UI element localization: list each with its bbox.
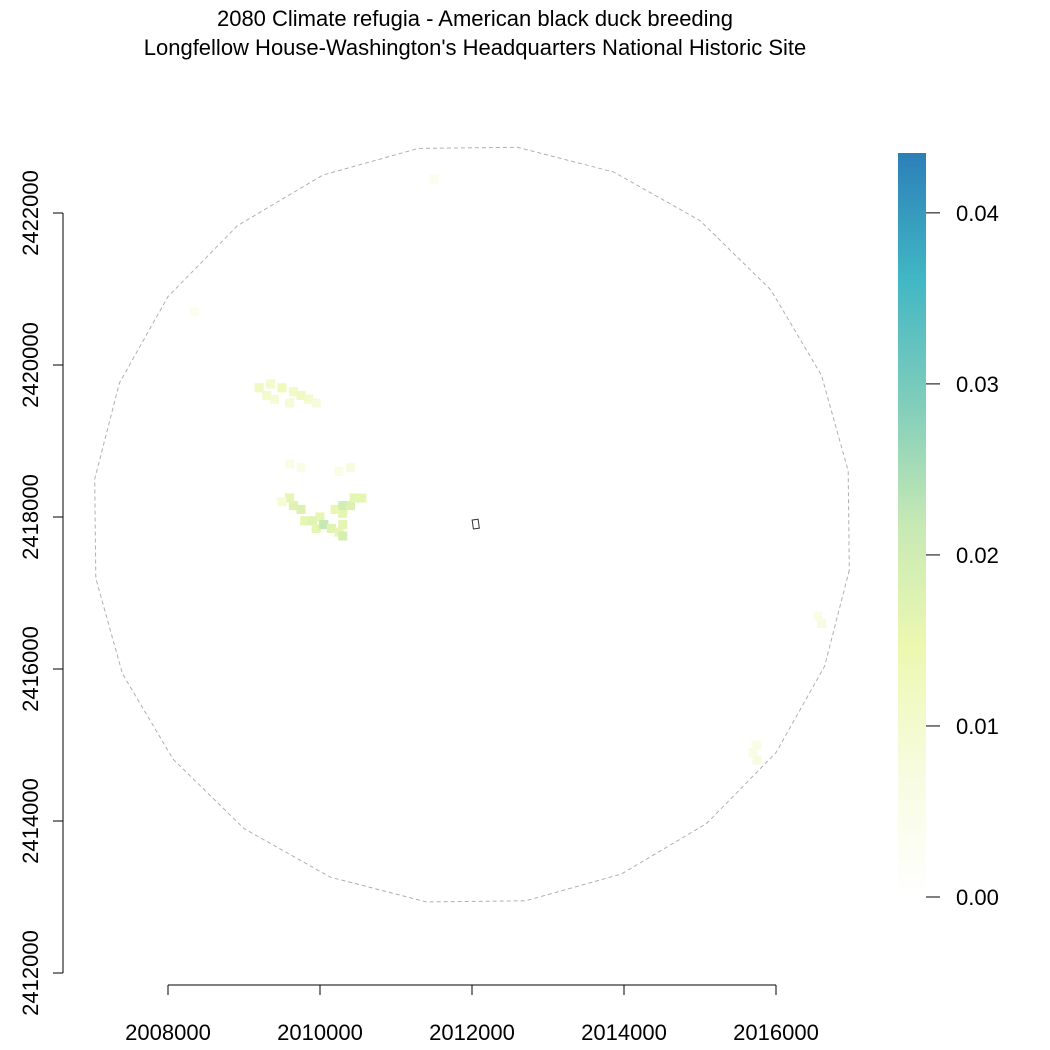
x-tick-label: 2014000 <box>581 1020 667 1045</box>
legend-tick-label: 0.01 <box>956 714 999 739</box>
raster-cell <box>296 390 306 400</box>
raster-cell <box>817 618 827 628</box>
raster-cell <box>262 390 272 400</box>
y-tick-label: 2418000 <box>18 474 43 560</box>
legend-tick-label: 0.00 <box>956 885 999 910</box>
raster-cell <box>311 398 321 408</box>
y-tick-label: 2414000 <box>18 778 43 864</box>
raster-layer <box>190 174 827 765</box>
raster-cell <box>277 497 287 507</box>
raster-cell <box>296 463 306 473</box>
raster-cell <box>752 755 762 765</box>
chart-subtitle: Longfellow House-Washington's Headquarte… <box>143 35 807 60</box>
x-axis: 2008000 2010000 2012000 2014000 2016000 <box>125 984 819 1045</box>
legend-tick-label: 0.03 <box>956 372 999 397</box>
raster-cell <box>429 174 439 184</box>
raster-cell <box>345 501 355 511</box>
chart-title: 2080 Climate refugia - American black du… <box>216 6 734 31</box>
raster-cell <box>752 740 762 750</box>
raster-cell <box>349 493 359 503</box>
raster-cell <box>315 512 325 522</box>
x-tick-label: 2016000 <box>733 1020 819 1045</box>
raster-cell <box>254 383 264 393</box>
raster-cell <box>311 523 321 533</box>
raster-cell <box>285 398 295 408</box>
y-tick-label: 2416000 <box>18 626 43 712</box>
raster-cell <box>357 493 367 503</box>
y-axis: 2412000 2414000 2416000 2418000 2420000 24220… <box>18 170 64 1016</box>
raster-cell <box>813 611 823 621</box>
legend-tick-label: 0.02 <box>956 543 999 568</box>
x-tick-label: 2010000 <box>277 1020 363 1045</box>
raster-cell <box>334 466 344 476</box>
raster-cell <box>296 504 306 514</box>
buffer-circle <box>94 146 850 903</box>
y-tick-label: 2412000 <box>18 930 43 1016</box>
raster-cell <box>345 463 355 473</box>
raster-cell <box>300 516 310 526</box>
raster-cell <box>304 394 314 404</box>
legend-color-bar <box>898 153 926 897</box>
raster-cell <box>277 383 287 393</box>
raster-cell <box>266 379 276 389</box>
raster-cell <box>190 307 200 317</box>
raster-cell <box>330 504 340 514</box>
raster-cell <box>338 531 348 541</box>
raster-cell <box>288 387 298 397</box>
raster-cell <box>285 493 295 503</box>
raster-cell <box>285 459 295 469</box>
x-tick-label: 2012000 <box>429 1020 515 1045</box>
site-boundary-marker <box>471 518 480 530</box>
raster-cell <box>338 520 348 530</box>
y-tick-label: 2420000 <box>18 322 43 408</box>
raster-cell <box>269 394 279 404</box>
color-legend: 0.00 0.01 0.02 0.03 0.04 <box>898 153 999 910</box>
legend-tick-label: 0.04 <box>956 201 999 226</box>
x-tick-label: 2008000 <box>125 1020 211 1045</box>
raster-cell <box>288 501 298 511</box>
raster-cell <box>307 516 317 526</box>
raster-cell <box>326 523 336 533</box>
raster-cell <box>338 501 348 511</box>
y-tick-label: 2422000 <box>18 170 43 256</box>
raster-cell <box>338 508 348 518</box>
raster-cell <box>748 748 758 758</box>
raster-cell <box>319 520 329 530</box>
